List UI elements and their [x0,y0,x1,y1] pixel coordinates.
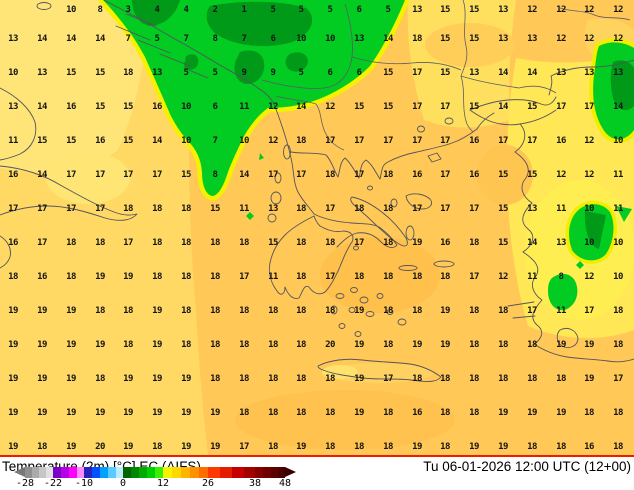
border-layer [261,0,631,151]
scale-segment [181,467,190,478]
scale-segment [263,467,271,478]
temperature-map [0,0,634,455]
scale-segment [53,467,61,478]
scale-tick-label: -10 [74,478,94,489]
scale-segment [108,467,116,478]
scale-segment [172,467,181,478]
scale-segment [123,467,131,478]
scale-segment [25,467,32,478]
scale-segment [92,467,100,478]
map-area: 10 8 3 4 4 2 1 5 5 5 6 5 13 15 15 13 12 12 12 12 13 14 14 14 7 5 7… [0,0,634,455]
color-scale: -28 -22 -10 0 12 26 38 48 [0,457,300,490]
scale-segment [84,467,92,478]
coastline-layer [0,0,634,382]
scale-segment [208,467,220,478]
scale-arrow-right [285,467,296,477]
scale-segment [131,467,139,478]
scale-tick-label: 0 [119,478,127,489]
scale-tick-label: -22 [43,478,63,489]
scale-segment [220,467,232,478]
info-bar: Temperature (2m) [°C] EC (AIFS) Tu 06-01… [0,455,634,490]
scale-segment [77,467,84,478]
scale-tick-label: 12 [156,478,170,489]
scale-arrow-left [14,467,25,477]
scale-segment [255,467,263,478]
scale-tick-label: -28 [15,478,35,489]
scale-segment [69,467,77,478]
scale-segment [32,467,39,478]
scale-segment [190,467,199,478]
scale-segment [147,467,155,478]
valid-time: Tu 06-01-2026 12:00 UTC (12+00) [423,459,631,474]
scale-segment [155,467,163,478]
scale-segment [278,467,285,478]
scale-tick-label: 26 [201,478,215,489]
scale-segment [139,467,147,478]
scale-segment [100,467,108,478]
scale-segment [271,467,278,478]
scale-segment [46,467,53,478]
scale-segment [244,467,255,478]
scale-tick-label: 48 [278,478,292,489]
scale-segment [163,467,172,478]
scale-segment [39,467,46,478]
scale-segment [232,467,244,478]
scale-segment [116,467,123,478]
scale-segment [199,467,208,478]
scale-tick-label: 38 [248,478,262,489]
scale-gradient-bar [25,467,285,478]
scale-segment [61,467,69,478]
